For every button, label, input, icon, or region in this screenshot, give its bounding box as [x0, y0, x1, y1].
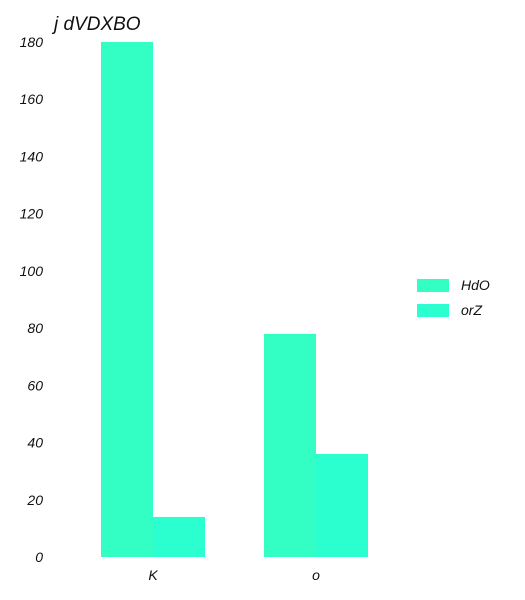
y-tick-label: 40: [27, 435, 43, 451]
legend-swatch: [417, 304, 449, 317]
y-tick-label: 60: [27, 377, 43, 393]
y-tick-label: 120: [20, 206, 44, 222]
y-tick-label: 80: [27, 320, 43, 336]
y-tick-label: 20: [26, 492, 43, 508]
y-tick-label: 160: [20, 91, 44, 107]
y-tick-label: 0: [35, 549, 43, 565]
x-tick-label: o: [312, 567, 320, 583]
x-tick-label: K: [148, 567, 158, 583]
bar-orZ-K: [153, 516, 205, 557]
y-axis-tick-labels: 0 20 40 60 80 100 120 140 160 180: [20, 34, 44, 565]
y-tick-label: 180: [20, 34, 44, 50]
bar-HdO-o: [264, 333, 316, 557]
legend-label: HdO: [461, 277, 490, 293]
legend-label: orZ: [461, 302, 482, 318]
legend: HdO orZ: [417, 277, 490, 318]
bar-orZ-o: [316, 454, 368, 557]
chart-title: j dVDXBO: [51, 14, 141, 35]
y-tick-label: 100: [20, 263, 44, 279]
y-tick-label: 140: [20, 148, 44, 164]
legend-swatch: [417, 279, 449, 292]
bar-HdO-K: [101, 42, 153, 557]
bar-groups: [101, 42, 368, 557]
